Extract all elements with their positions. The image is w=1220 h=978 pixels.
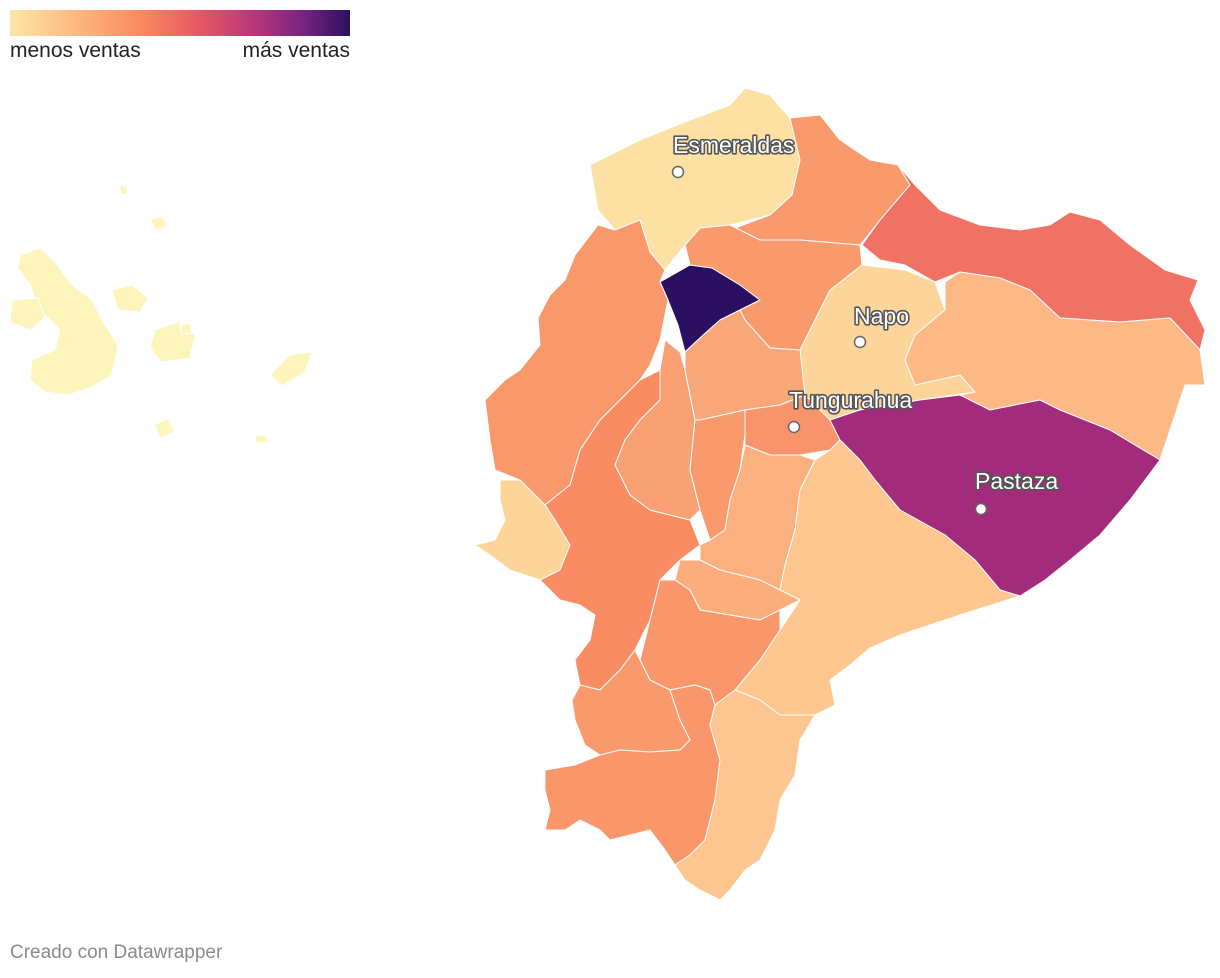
label-esmeraldas: Esmeraldas (673, 132, 794, 158)
region-los-rios[interactable] (614, 339, 701, 521)
label-napo: Napo (854, 303, 909, 329)
marker-pastaza: Pastaza (973, 466, 1060, 516)
legend-high-label: más ventas (242, 39, 350, 62)
marker-tungurahua: Tungurahua (787, 385, 914, 434)
region-galapagos[interactable] (9, 183, 313, 444)
legend-gradient-bar (10, 10, 350, 36)
region-zamora-chinchipe[interactable] (674, 689, 816, 901)
region-northern-sierra[interactable] (684, 224, 863, 351)
credit-line: Creado con Datawrapper (10, 942, 223, 963)
label-tungurahua: Tungurahua (789, 387, 912, 413)
marker-esmeraldas: Esmeraldas (671, 130, 796, 179)
color-legend: menos ventas más ventas (10, 10, 350, 63)
label-pastaza: Pastaza (975, 468, 1058, 494)
legend-low-label: menos ventas (10, 39, 141, 62)
legend-labels: menos ventas más ventas (10, 39, 350, 63)
marker-napo: Napo (852, 301, 911, 349)
